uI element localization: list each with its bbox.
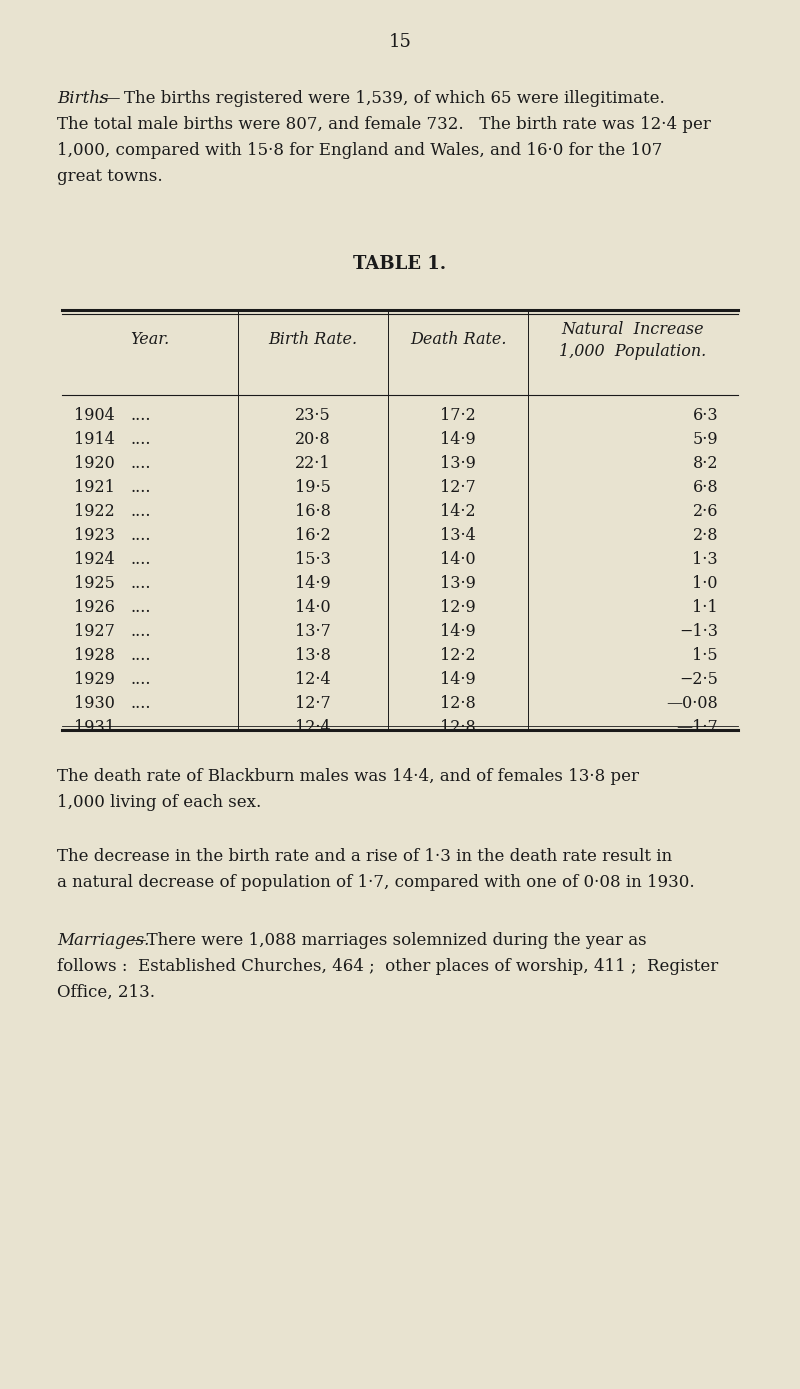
Text: 14·9: 14·9 (440, 431, 476, 447)
Text: 23·5: 23·5 (295, 407, 331, 424)
Text: ....: .... (130, 550, 150, 568)
Text: 1928: 1928 (74, 646, 115, 664)
Text: 12·7: 12·7 (440, 478, 476, 496)
Text: 1925: 1925 (74, 575, 115, 592)
Text: 1922: 1922 (74, 503, 114, 519)
Text: 1·5: 1·5 (692, 646, 718, 664)
Text: 1,000, compared with 15·8 for England and Wales, and 16·0 for the 107: 1,000, compared with 15·8 for England an… (57, 142, 662, 158)
Text: 12·2: 12·2 (440, 646, 476, 664)
Text: 1·0: 1·0 (693, 575, 718, 592)
Text: 15·3: 15·3 (295, 550, 331, 568)
Text: 14·9: 14·9 (440, 622, 476, 639)
Text: 20·8: 20·8 (295, 431, 331, 447)
Text: 1·3: 1·3 (692, 550, 718, 568)
Text: 1927: 1927 (74, 622, 115, 639)
Text: 1904: 1904 (74, 407, 114, 424)
Text: 13·9: 13·9 (440, 575, 476, 592)
Text: 6·3: 6·3 (692, 407, 718, 424)
Text: ....: .... (130, 671, 150, 688)
Text: −2·5: −2·5 (679, 671, 718, 688)
Text: Death Rate.: Death Rate. (410, 332, 506, 349)
Text: ....: .... (130, 646, 150, 664)
Text: 14·9: 14·9 (295, 575, 331, 592)
Text: ....: .... (130, 718, 150, 736)
Text: follows :  Established Churches, 464 ;  other places of worship, 411 ;  Register: follows : Established Churches, 464 ; ot… (57, 958, 718, 975)
Text: 16·8: 16·8 (295, 503, 331, 519)
Text: ....: .... (130, 526, 150, 543)
Text: :—: :— (93, 90, 121, 107)
Text: The births registered were 1,539, of which 65 were illegitimate.: The births registered were 1,539, of whi… (124, 90, 665, 107)
Text: 1930: 1930 (74, 694, 115, 711)
Text: 13·9: 13·9 (440, 454, 476, 471)
Text: 1,000 living of each sex.: 1,000 living of each sex. (57, 795, 262, 811)
Text: 14·0: 14·0 (295, 599, 331, 615)
Text: 22·1: 22·1 (295, 454, 331, 471)
Text: ....: .... (130, 622, 150, 639)
Text: 12·8: 12·8 (440, 718, 476, 736)
Text: 2·6: 2·6 (693, 503, 718, 519)
Text: The total male births were 807, and female 732.   The birth rate was 12·4 per: The total male births were 807, and fema… (57, 117, 711, 133)
Text: The death rate of Blackburn males was 14·4, and of females 13·8 per: The death rate of Blackburn males was 14… (57, 768, 639, 785)
Text: 16·2: 16·2 (295, 526, 331, 543)
Text: 12·4: 12·4 (295, 671, 331, 688)
Text: ....: .... (130, 575, 150, 592)
Text: 19·5: 19·5 (295, 478, 331, 496)
Text: Birth Rate.: Birth Rate. (269, 332, 358, 349)
Text: TABLE 1.: TABLE 1. (354, 256, 446, 274)
Text: 13·4: 13·4 (440, 526, 476, 543)
Text: ....: .... (130, 431, 150, 447)
Text: Year.: Year. (130, 332, 170, 349)
Text: Marriages.: Marriages. (57, 932, 150, 949)
Text: −1·3: −1·3 (679, 622, 718, 639)
Text: 1924: 1924 (74, 550, 114, 568)
Text: 14·2: 14·2 (440, 503, 476, 519)
Text: 1921: 1921 (74, 478, 115, 496)
Text: 12·4: 12·4 (295, 718, 331, 736)
Text: 1923: 1923 (74, 526, 115, 543)
Text: 8·2: 8·2 (693, 454, 718, 471)
Text: 1920: 1920 (74, 454, 114, 471)
Text: —1·7: —1·7 (676, 718, 718, 736)
Text: 6·8: 6·8 (692, 478, 718, 496)
Text: great towns.: great towns. (57, 168, 162, 185)
Text: 14·9: 14·9 (440, 671, 476, 688)
Text: 17·2: 17·2 (440, 407, 476, 424)
Text: 1929: 1929 (74, 671, 115, 688)
Text: —There were 1,088 marriages solemnized during the year as: —There were 1,088 marriages solemnized d… (130, 932, 646, 949)
Text: Office, 213.: Office, 213. (57, 983, 155, 1001)
Text: a natural decrease of population of 1·7, compared with one of 0·08 in 1930.: a natural decrease of population of 1·7,… (57, 874, 694, 890)
Text: 1926: 1926 (74, 599, 115, 615)
Text: The decrease in the birth rate and a rise of 1·3 in the death rate result in: The decrease in the birth rate and a ris… (57, 849, 672, 865)
Text: 1914: 1914 (74, 431, 115, 447)
Text: ....: .... (130, 407, 150, 424)
Text: ....: .... (130, 478, 150, 496)
Text: 15: 15 (389, 33, 411, 51)
Text: ....: .... (130, 454, 150, 471)
Text: ....: .... (130, 599, 150, 615)
Text: 13·8: 13·8 (295, 646, 331, 664)
Text: —0·08: —0·08 (666, 694, 718, 711)
Text: ....: .... (130, 694, 150, 711)
Text: 12·7: 12·7 (295, 694, 331, 711)
Text: 13·7: 13·7 (295, 622, 331, 639)
Text: 5·9: 5·9 (692, 431, 718, 447)
Text: 1931: 1931 (74, 718, 115, 736)
Text: 12·8: 12·8 (440, 694, 476, 711)
Text: 2·8: 2·8 (693, 526, 718, 543)
Text: Natural  Increase: Natural Increase (562, 321, 704, 339)
Text: 1,000  Population.: 1,000 Population. (559, 343, 706, 361)
Text: 1·1: 1·1 (692, 599, 718, 615)
Text: 12·9: 12·9 (440, 599, 476, 615)
Text: 14·0: 14·0 (440, 550, 476, 568)
Text: Births: Births (57, 90, 109, 107)
Text: ....: .... (130, 503, 150, 519)
